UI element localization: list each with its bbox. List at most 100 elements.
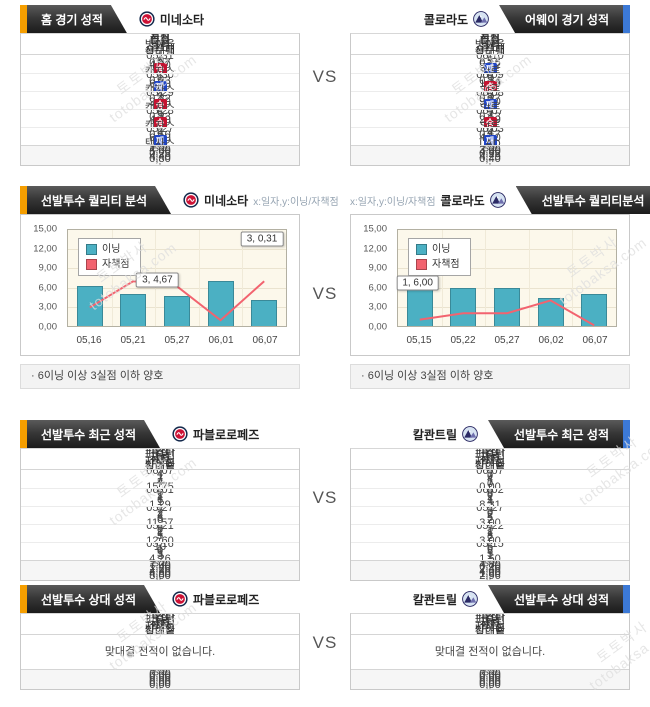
table-cell: 1 — [486, 475, 494, 488]
table-cell: · — [488, 681, 492, 689]
table-cell: 3 — [486, 109, 494, 120]
table-cell: 캔자스 — [144, 101, 176, 109]
table-cell: 1,80 — [479, 568, 501, 580]
table-cell: 2 — [156, 127, 164, 138]
table-cell: 7,00 — [149, 560, 171, 571]
table-cell: 0,00 — [479, 674, 501, 687]
table-cell: 06,03 — [476, 127, 504, 136]
table-cell: 6 — [156, 514, 164, 524]
away-record-header: 콜로라도 어웨이 경기 성적 — [350, 5, 630, 33]
table-cell: 5 — [486, 511, 494, 524]
table-cell: 6 — [156, 127, 164, 140]
recent-panel-right: 칼콴트릴 선발투수 최근 성적 일자 피안타 피홈런 포볼 삼진 자책점 방어율 상대팀 06… — [350, 420, 630, 581]
table-cell: 0,22 — [479, 148, 501, 161]
table-average-row: 평균 4,80 0,20 2,40 4,00 1,80 2,96 · — [351, 560, 629, 580]
table-cell: 4,26 — [149, 552, 171, 560]
table-cell: 피홈런 — [474, 449, 506, 461]
table-cell: 패 — [21, 133, 299, 145]
quality-header-right: x:일자,y:이닝/자책점 콜로라도 선발투수 퀄리티분석 — [350, 186, 650, 214]
tab-label: 어웨이 경기 성적 — [525, 12, 609, 27]
table-cell: 0 — [486, 478, 494, 488]
table-row: 06,08580,279,000패St루 — [351, 91, 629, 109]
table-cell: 4 — [486, 472, 494, 485]
loss-badge-icon: 패 — [483, 135, 497, 145]
home-record-panel: 홈 경기 성적 미네소타 일자 득점 실점 타율 방어율 홈런 승무패 상대팀 05,31 7 6… — [20, 5, 300, 166]
table-cell: 06,07 — [476, 109, 504, 118]
table-cell: 6 — [486, 73, 494, 84]
table-cell: 8 — [156, 524, 164, 535]
table-cell: 8,31 — [479, 498, 501, 506]
table-cell: 텍사스 — [144, 137, 176, 145]
vs-label: VS — [312, 633, 338, 652]
table-row: 05,27260,106,000패텍사스 — [21, 127, 299, 145]
loss-badge-icon: 패 — [483, 63, 497, 73]
table-row: 05,29420,322,000승캔자스 — [21, 91, 299, 109]
x-axis-tick: 05,22 — [450, 335, 476, 346]
table-cell: 상대팀 — [474, 626, 506, 635]
y-axis-tick: 9,00 — [368, 262, 388, 274]
table-cell: 3 — [486, 506, 494, 517]
table-cell: 0 — [156, 545, 164, 558]
table-average-row: 평균 0,00 0,00 0,00 0,00 0,00 0,00 · — [21, 669, 299, 689]
minnesota-logo-icon — [138, 11, 155, 27]
table-cell: 6 — [156, 488, 164, 499]
table-cell: · — [488, 157, 492, 165]
colorado-logo-icon — [462, 426, 478, 442]
table-cell: 타율 — [149, 36, 171, 49]
tab-label: 홈 경기 성적 — [41, 12, 103, 27]
vs-label: VS — [312, 488, 338, 507]
y-axis-tick: 3,00 — [368, 301, 388, 313]
pitcher-label: 칼콴트릴 — [350, 585, 488, 613]
table-cell: 득점 — [479, 34, 501, 44]
table-cell: 4 — [156, 91, 164, 102]
gridline — [68, 249, 286, 251]
table-cell: 승 — [21, 61, 299, 73]
table-cell: 0,00 — [479, 669, 501, 680]
table-cell: 승무패 — [474, 43, 506, 55]
recent-header-right: 칼콴트릴 선발투수 최근 성적 — [350, 420, 630, 448]
y-axis-tick: 12,00 — [33, 243, 57, 255]
table-cell: 포볼 — [479, 451, 501, 464]
table-cell: 일자 — [479, 614, 501, 621]
table-cell: 05,29 — [146, 91, 174, 100]
table-cell: 5 — [156, 109, 164, 122]
recent-table-left: 일자 피안타 피홈런 포볼 삼진 자책점 방어율 상대팀 06,07 4 1 7 4 7 15,75 06,… — [20, 448, 300, 581]
table-cell: 5 — [486, 547, 494, 560]
table-cell: 자책점 — [474, 621, 506, 634]
table-cell: 2 — [486, 514, 494, 524]
table-cell: 상대팀 — [474, 46, 506, 55]
loss-badge-icon: 패 — [153, 135, 167, 145]
table-cell: 2,20 — [149, 563, 171, 576]
innings-bar — [207, 281, 234, 326]
table-row: 05,21 8 2 1 5 7 12,60 — [21, 524, 299, 542]
team-label: 콜로라도 — [350, 5, 500, 33]
table-row: 06,10150,165,620패St루 — [351, 55, 629, 73]
pitcher-label: 칼콴트릴 — [350, 420, 488, 448]
table-cell: 5,00 — [149, 145, 171, 158]
home-record-header: 홈 경기 성적 미네소타 — [20, 5, 300, 33]
innings-bar — [494, 288, 520, 326]
team-name: 미네소타 — [159, 12, 205, 27]
table-cell: 자책점 — [144, 621, 176, 634]
legend-label: 이닝 — [432, 244, 451, 255]
table-average-row: 평균 4,00 5,00 0,23 4,40 0,80 · · — [21, 145, 299, 165]
y-axis-tick: 0,00 — [368, 321, 388, 333]
table-row: 평균 4,00 5,00 0,23 4,40 0,80 · · — [21, 145, 299, 165]
chart-footnote: · 6이닝 이상 3실점 이하 양호 — [20, 364, 300, 389]
table-cell: 삼진 — [479, 453, 501, 466]
table-cell: 방어율 — [144, 623, 176, 635]
table-cell: 06,10 — [476, 55, 504, 63]
table-cell: 삼진 — [479, 618, 501, 631]
section-tab: 선발투수 최근 성적 — [27, 420, 160, 448]
table-cell: 2 — [156, 507, 164, 520]
table-head: 일자 피안타 피홈런 포볼 삼진 자책점 방어율 상대팀 — [351, 614, 629, 635]
plot-area: 이닝 자책점 1, 6,00 — [396, 229, 617, 327]
quality-panel-right: x:일자,y:이닝/자책점 콜로라도 선발투수 퀄리티분석 0,00 3,00 6,… — [350, 186, 650, 389]
pitcher-h2h-section: 선발투수 상대 성적 파블로로페즈 일자 피안타 피홈런 포볼 삼진 자책점 방어율 상대팀 … — [20, 585, 630, 690]
minnesota-logo-icon — [172, 426, 188, 442]
table-cell: 1 — [486, 55, 494, 65]
table-cell: 캔자스 — [144, 83, 176, 91]
table-row: 06,03040,174,500패LAD — [351, 127, 629, 145]
y-axis-tick: 15,00 — [363, 223, 387, 235]
table-row: 평균 0,00 0,00 0,00 0,00 0,00 0,00 · — [351, 669, 629, 689]
